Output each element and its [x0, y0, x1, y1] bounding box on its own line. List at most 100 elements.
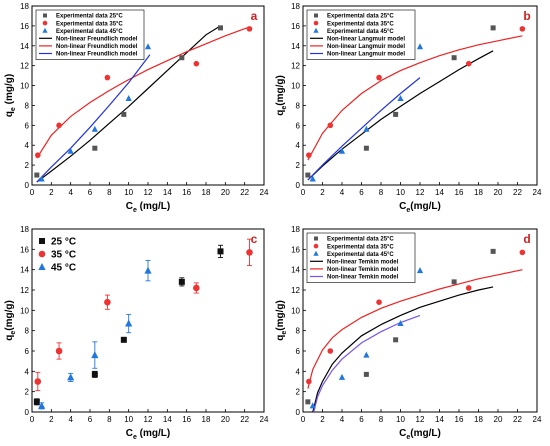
- data-series: [306, 26, 526, 158]
- y-tick-label: 18: [291, 225, 300, 234]
- x-tick-label: 8: [107, 415, 112, 424]
- legend-label: Experimental data 45°C: [56, 29, 123, 35]
- x-tick-label: 20: [494, 188, 503, 197]
- data-point: [313, 243, 319, 249]
- data-series: [305, 25, 496, 178]
- data-point: [193, 284, 200, 292]
- y-axis-label: qe(mg/g): [4, 300, 17, 341]
- y-tick-label: 14: [20, 42, 29, 51]
- data-point: [193, 60, 200, 67]
- data-point: [306, 378, 312, 385]
- data-point: [305, 172, 311, 178]
- panel-label: d: [523, 232, 530, 246]
- legend-label: Experimental data 35°C: [327, 244, 394, 250]
- y-axis-label: qe(mg/g): [275, 75, 288, 116]
- legend: 25 °C 35 °C 45 °C: [38, 237, 76, 274]
- x-tick-label: 4: [340, 415, 345, 424]
- data-point: [43, 13, 47, 18]
- legend-label: Experimental data 45°C: [327, 252, 394, 258]
- legend-label: Non-linear Langmuir model: [327, 52, 405, 58]
- legend-box: [35, 9, 145, 60]
- legend-box: [306, 9, 416, 60]
- x-tick-label: 4: [68, 415, 73, 424]
- data-point: [38, 401, 46, 409]
- y-tick-label: 10: [20, 306, 29, 315]
- data-point: [490, 248, 496, 254]
- data-point: [465, 60, 472, 67]
- model-curve: [36, 54, 151, 183]
- data-series: [309, 43, 424, 182]
- data-point: [309, 402, 316, 409]
- model-curve: [312, 286, 494, 413]
- data-point: [34, 378, 42, 385]
- legend-label: Non-linear Temkin model: [327, 275, 399, 281]
- x-tick-label: 0: [30, 188, 35, 197]
- x-tick-label: 16: [455, 415, 464, 424]
- x-tick-label: 8: [379, 188, 384, 197]
- x-tick-label: 2: [49, 415, 54, 424]
- y-tick-label: 2: [296, 388, 301, 397]
- data-point: [67, 147, 74, 154]
- x-tick-label: 2: [320, 188, 325, 197]
- y-tick-label: 8: [25, 101, 30, 110]
- model-curve: [307, 77, 421, 181]
- data-point: [104, 74, 111, 81]
- panel-label: b: [523, 9, 530, 23]
- data-series: [306, 249, 526, 385]
- y-tick-label: 6: [25, 347, 30, 356]
- data-point: [490, 25, 496, 31]
- panel-label: a: [251, 9, 258, 23]
- x-tick-label: 8: [379, 415, 384, 424]
- x-tick-label: 16: [455, 188, 464, 197]
- y-tick-label: 12: [291, 62, 300, 71]
- x-axis-label: Ce(mg/L): [399, 428, 441, 441]
- x-tick-label: 12: [144, 415, 153, 424]
- x-tick-label: 14: [435, 415, 444, 424]
- data-point: [327, 122, 334, 129]
- data-point: [178, 278, 185, 285]
- legend-label: 35 °C: [51, 250, 76, 261]
- data-point: [363, 125, 370, 132]
- x-tick-label: 24: [533, 188, 542, 197]
- data-series: [35, 26, 253, 158]
- data-point: [363, 371, 369, 377]
- legend-label: Non-linear Freundlich model: [56, 44, 138, 50]
- y-tick-label: 4: [296, 367, 301, 376]
- data-point: [42, 27, 48, 33]
- x-tick-label: 18: [474, 188, 483, 197]
- legend-label: Experimental data 25°C: [56, 14, 123, 20]
- x-tick-label: 2: [49, 188, 54, 197]
- data-point: [38, 263, 46, 270]
- data-point: [465, 285, 472, 291]
- x-axis-label: Ce(mg/L): [399, 201, 441, 214]
- y-tick-label: 14: [291, 266, 300, 275]
- legend-label: Experimental data 25°C: [327, 237, 394, 243]
- y-tick-label: 16: [291, 245, 300, 254]
- y-tick-label: 2: [296, 161, 301, 170]
- x-tick-label: 18: [474, 415, 483, 424]
- data-point: [363, 145, 369, 151]
- x-axis-label: Ce (mg/L): [126, 201, 170, 214]
- x-tick-label: 12: [416, 188, 425, 197]
- legend-box: [306, 232, 416, 283]
- model-curve: [36, 26, 250, 159]
- model-curve: [313, 314, 421, 413]
- legend-label: 45 °C: [51, 263, 76, 274]
- y-tick-label: 4: [296, 141, 301, 150]
- data-point: [451, 279, 457, 285]
- data-point: [67, 373, 75, 381]
- data-point: [92, 145, 98, 151]
- y-tick-label: 4: [25, 141, 30, 150]
- y-tick-label: 6: [296, 121, 301, 130]
- x-tick-label: 20: [221, 188, 230, 197]
- data-point: [91, 351, 99, 359]
- x-tick-label: 2: [320, 415, 325, 424]
- data-point: [33, 398, 40, 405]
- x-tick-label: 6: [359, 415, 364, 424]
- data-series: [305, 248, 496, 405]
- y-tick-label: 18: [20, 225, 29, 234]
- y-tick-label: 12: [20, 286, 29, 295]
- data-point: [416, 43, 424, 50]
